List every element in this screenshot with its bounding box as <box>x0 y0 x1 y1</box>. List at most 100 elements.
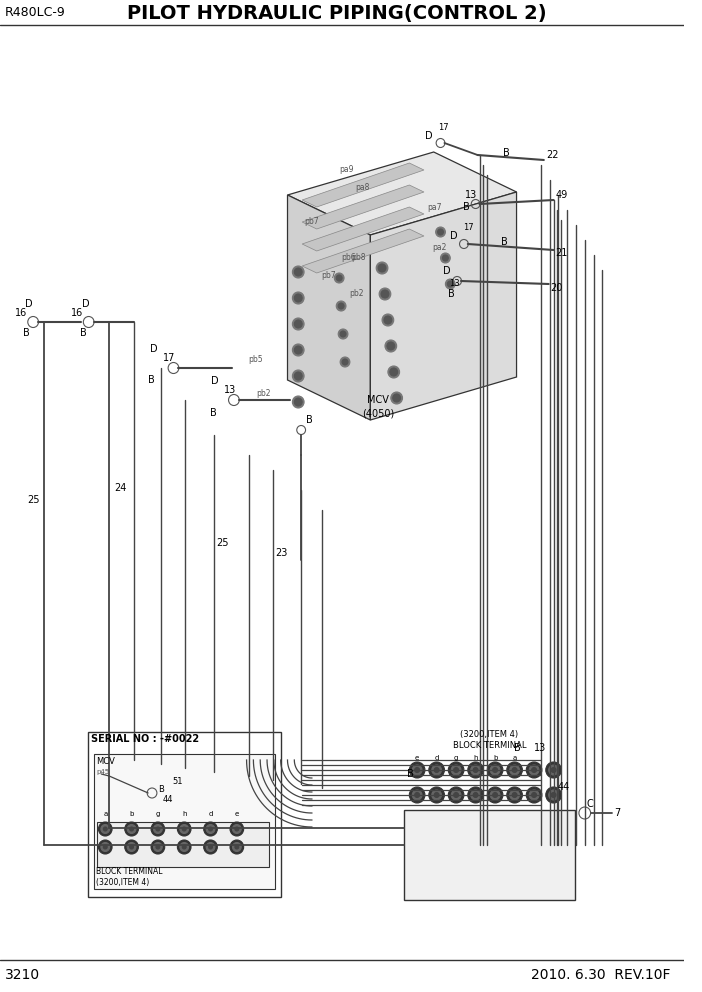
Circle shape <box>292 370 304 382</box>
Text: 13: 13 <box>449 279 460 288</box>
Circle shape <box>490 790 500 800</box>
Circle shape <box>294 372 302 380</box>
Circle shape <box>387 342 395 350</box>
Circle shape <box>204 822 218 836</box>
Circle shape <box>531 768 536 773</box>
Text: D: D <box>82 299 89 309</box>
Text: (3200,ITEM 4): (3200,ITEM 4) <box>96 879 150 888</box>
Circle shape <box>292 396 304 408</box>
Circle shape <box>130 827 133 831</box>
Text: pb8: pb8 <box>351 254 365 263</box>
Circle shape <box>127 824 136 833</box>
Text: 17: 17 <box>163 353 175 363</box>
Circle shape <box>526 762 542 778</box>
Circle shape <box>453 793 458 798</box>
Text: 20: 20 <box>550 283 563 293</box>
Text: B: B <box>501 237 508 247</box>
Circle shape <box>292 292 304 304</box>
Circle shape <box>415 793 420 798</box>
Circle shape <box>338 329 348 339</box>
Circle shape <box>180 842 189 851</box>
Polygon shape <box>288 152 517 235</box>
Text: B: B <box>158 785 164 794</box>
Circle shape <box>549 765 559 775</box>
Circle shape <box>379 288 391 300</box>
Text: 16: 16 <box>71 308 84 318</box>
Polygon shape <box>302 229 424 273</box>
Text: pa9: pa9 <box>339 166 354 175</box>
Circle shape <box>390 368 397 376</box>
Circle shape <box>336 275 342 281</box>
Circle shape <box>473 768 478 773</box>
Circle shape <box>376 262 388 274</box>
Text: pa8: pa8 <box>356 184 370 192</box>
Circle shape <box>487 762 503 778</box>
Text: 24: 24 <box>114 483 126 493</box>
Circle shape <box>442 255 449 261</box>
Circle shape <box>292 266 304 278</box>
Text: D: D <box>425 131 432 141</box>
Bar <box>88 732 281 897</box>
Circle shape <box>415 768 420 773</box>
Circle shape <box>512 768 517 773</box>
Text: 23: 23 <box>275 548 287 558</box>
Circle shape <box>471 765 480 775</box>
Circle shape <box>392 394 401 402</box>
Text: B: B <box>407 769 414 779</box>
Circle shape <box>451 790 461 800</box>
Circle shape <box>183 827 186 831</box>
Circle shape <box>468 787 484 803</box>
Circle shape <box>98 840 112 854</box>
Circle shape <box>468 762 484 778</box>
Circle shape <box>384 316 392 324</box>
Circle shape <box>125 822 138 836</box>
Text: B: B <box>503 148 510 158</box>
Circle shape <box>381 290 389 298</box>
Text: pb5: pb5 <box>249 355 263 364</box>
Text: B: B <box>306 415 313 425</box>
Text: 44: 44 <box>557 782 570 792</box>
Circle shape <box>154 824 162 833</box>
Text: pb7: pb7 <box>322 271 336 280</box>
Circle shape <box>385 340 397 352</box>
Circle shape <box>510 765 519 775</box>
Circle shape <box>493 768 498 773</box>
Circle shape <box>388 366 399 378</box>
Circle shape <box>230 822 244 836</box>
Text: a: a <box>512 755 517 761</box>
Circle shape <box>103 827 107 831</box>
Circle shape <box>151 822 165 836</box>
Text: B: B <box>148 375 155 385</box>
Circle shape <box>437 229 444 235</box>
Bar <box>93 754 275 889</box>
Circle shape <box>435 768 439 773</box>
Text: pa2: pa2 <box>432 243 446 253</box>
Text: pb7: pb7 <box>304 217 319 226</box>
Circle shape <box>208 845 213 849</box>
Text: B: B <box>209 408 216 418</box>
Text: 21: 21 <box>555 248 568 258</box>
Polygon shape <box>302 163 424 207</box>
Text: MCV: MCV <box>367 395 389 405</box>
Text: h: h <box>182 811 187 817</box>
Text: e: e <box>234 811 239 817</box>
Circle shape <box>412 790 422 800</box>
Polygon shape <box>302 207 424 251</box>
Circle shape <box>449 762 464 778</box>
Circle shape <box>232 842 241 851</box>
Text: PILOT HYDRAULIC PIPING(CONTROL 2): PILOT HYDRAULIC PIPING(CONTROL 2) <box>126 4 546 23</box>
Circle shape <box>294 398 302 406</box>
Text: B: B <box>80 328 86 338</box>
Text: 44: 44 <box>163 795 173 804</box>
Polygon shape <box>371 192 517 420</box>
Circle shape <box>98 822 112 836</box>
Text: D: D <box>444 266 451 276</box>
Circle shape <box>435 793 439 798</box>
Text: pa7: pa7 <box>427 202 442 211</box>
Circle shape <box>156 827 160 831</box>
Circle shape <box>342 359 348 365</box>
Text: (4050): (4050) <box>362 408 395 418</box>
Circle shape <box>551 768 556 773</box>
Circle shape <box>151 840 165 854</box>
Circle shape <box>154 842 162 851</box>
